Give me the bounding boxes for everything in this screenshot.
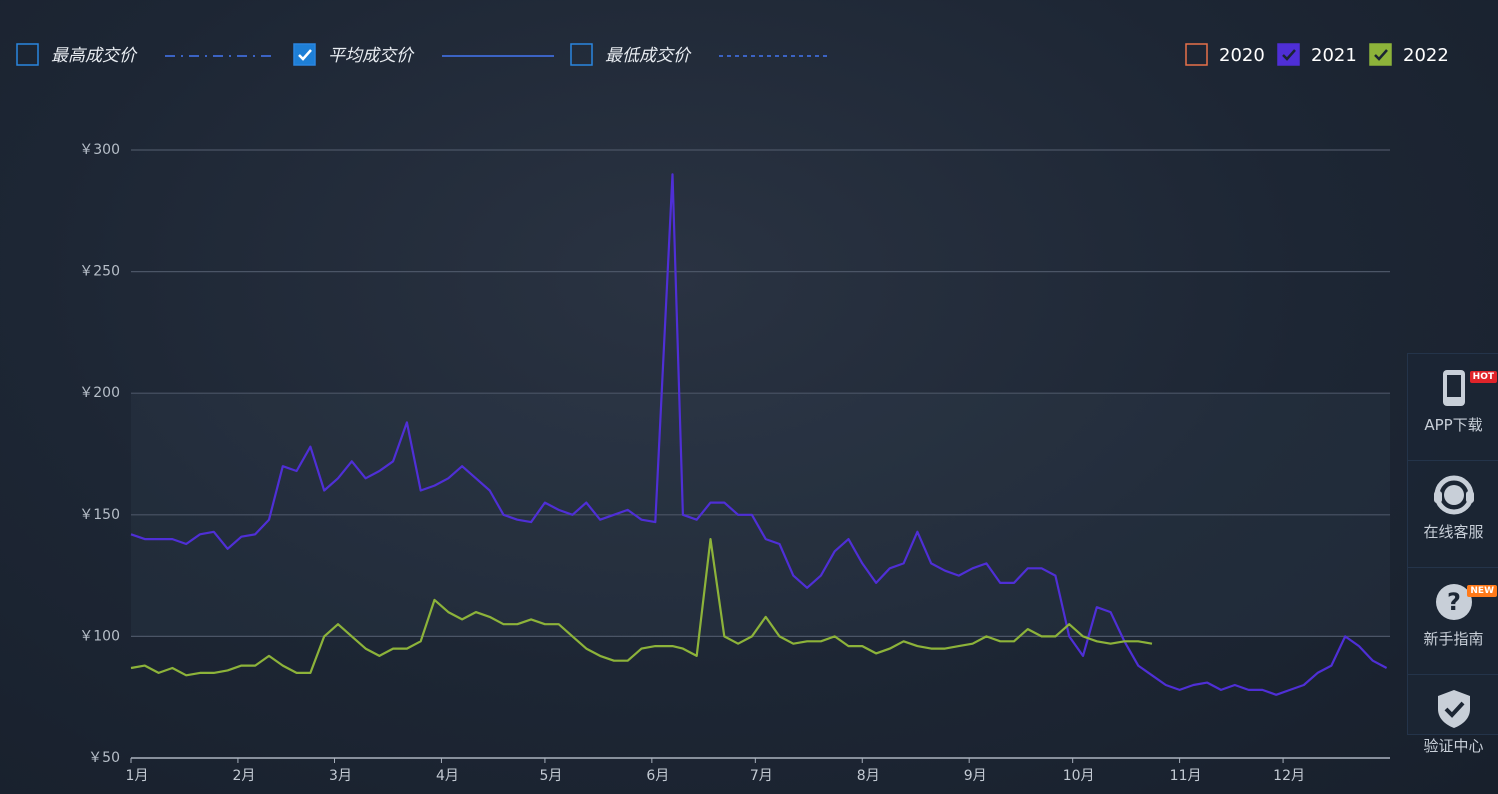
legend-label: 2021 xyxy=(1311,45,1357,66)
legend-label: 2020 xyxy=(1219,45,1265,66)
legend-label: 最高成交价 xyxy=(51,46,138,66)
sidebar: APP下载 HOT 在线客服 ? 新手指南 NEW 验证中心 xyxy=(1407,353,1498,755)
x-tick-label: 10月 xyxy=(1063,768,1095,784)
x-tick-label: 4月 xyxy=(436,768,459,784)
legend-checkbox[interactable] xyxy=(1369,43,1392,66)
x-tick-label: 5月 xyxy=(539,768,562,784)
check-mark xyxy=(1374,49,1388,61)
x-tick-label: 7月 xyxy=(750,768,773,784)
legend-checkbox[interactable] xyxy=(293,43,316,66)
x-tick-label: 2月 xyxy=(232,768,255,784)
svg-text:?: ? xyxy=(1447,588,1461,616)
check-mark xyxy=(298,49,312,61)
x-tick-label: 8月 xyxy=(857,768,880,784)
legend-label: 2022 xyxy=(1403,45,1449,66)
help-icon: ? xyxy=(1435,584,1472,620)
series-line xyxy=(130,173,1388,696)
legend-checkbox[interactable] xyxy=(570,43,593,66)
y-tick-label: ￥50 xyxy=(88,750,120,766)
y-tick-label: ￥250 xyxy=(79,264,120,280)
sidebar-label: APP下载 xyxy=(1424,416,1483,434)
x-tick-label: 1月 xyxy=(126,768,149,784)
x-tick-label: 12月 xyxy=(1273,768,1305,784)
legend-checkbox[interactable] xyxy=(16,43,39,66)
service-icon xyxy=(1433,475,1474,515)
x-tick-label: 3月 xyxy=(329,768,352,784)
sidebar-item[interactable]: APP下载 HOT xyxy=(1408,366,1498,461)
check-mark xyxy=(1282,49,1296,61)
x-tick-label: 6月 xyxy=(646,768,669,784)
y-tick-label: ￥150 xyxy=(79,507,120,523)
badge: NEW xyxy=(1467,585,1497,597)
series-line xyxy=(130,538,1153,677)
sidebar-label: 验证中心 xyxy=(1423,737,1484,755)
x-tick-label: 11月 xyxy=(1170,768,1202,784)
phone-icon xyxy=(1442,370,1465,406)
legend-label: 最低成交价 xyxy=(605,46,692,66)
legend-checkbox[interactable] xyxy=(1277,43,1300,66)
y-tick-label: ￥100 xyxy=(79,628,120,644)
sidebar-item[interactable]: ? 新手指南 NEW xyxy=(1408,580,1498,675)
x-tick-label: 9月 xyxy=(964,768,987,784)
sidebar-label: 在线客服 xyxy=(1423,523,1484,541)
sidebar-label: 新手指南 xyxy=(1423,630,1484,648)
legend-label: 平均成交价 xyxy=(328,46,415,66)
sidebar-item[interactable]: 在线客服 xyxy=(1408,473,1498,568)
y-tick-label: ￥200 xyxy=(79,385,120,401)
badge: HOT xyxy=(1469,371,1497,383)
sidebar-item[interactable]: 验证中心 xyxy=(1408,687,1498,781)
legend-checkbox[interactable] xyxy=(1185,43,1208,66)
shield-icon xyxy=(1437,690,1470,728)
y-tick-label: ￥300 xyxy=(79,142,120,158)
